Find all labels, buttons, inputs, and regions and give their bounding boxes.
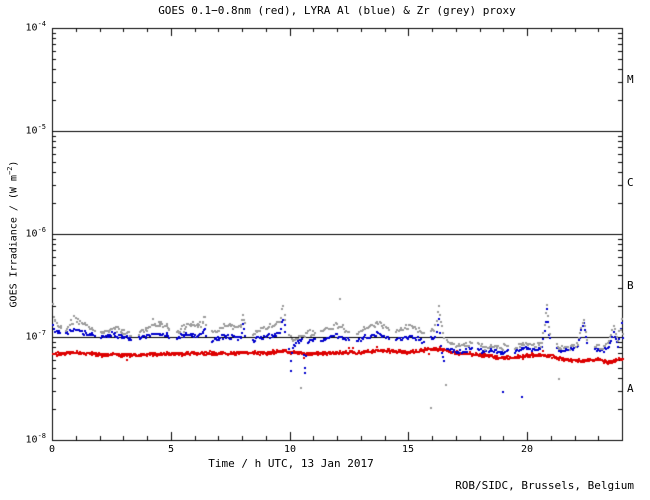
x-axis-label: Time / h UTC, 13 Jan 2017: [208, 457, 374, 470]
x-tick-label: 20: [520, 444, 534, 455]
flare-class-label: C: [627, 176, 634, 189]
y-tick-label: 10-5: [25, 123, 46, 137]
x-tick-label: 10: [283, 444, 297, 455]
y-axis-label-exponent: −2: [6, 166, 14, 176]
x-tick-label: 5: [167, 444, 175, 455]
credit-text: ROB/SIDC, Brussels, Belgium: [455, 479, 634, 492]
y-tick-label: 10-6: [25, 226, 46, 240]
y-tick-label: 10-8: [25, 432, 46, 446]
y-axis-label-text: GOES Irradiance / (W m: [8, 175, 20, 308]
y-axis-label-close: ): [8, 160, 20, 167]
flare-class-label: M: [627, 73, 634, 86]
y-tick-label: 10-7: [25, 329, 46, 343]
flare-class-label: A: [627, 382, 634, 395]
flare-class-label: B: [627, 279, 634, 292]
chart-title: GOES 0.1−0.8nm (red), LYRA Al (blue) & Z…: [158, 4, 516, 17]
x-tick-label: 0: [48, 444, 56, 455]
x-tick-label: 15: [401, 444, 415, 455]
y-tick-label: 10-4: [25, 20, 46, 34]
